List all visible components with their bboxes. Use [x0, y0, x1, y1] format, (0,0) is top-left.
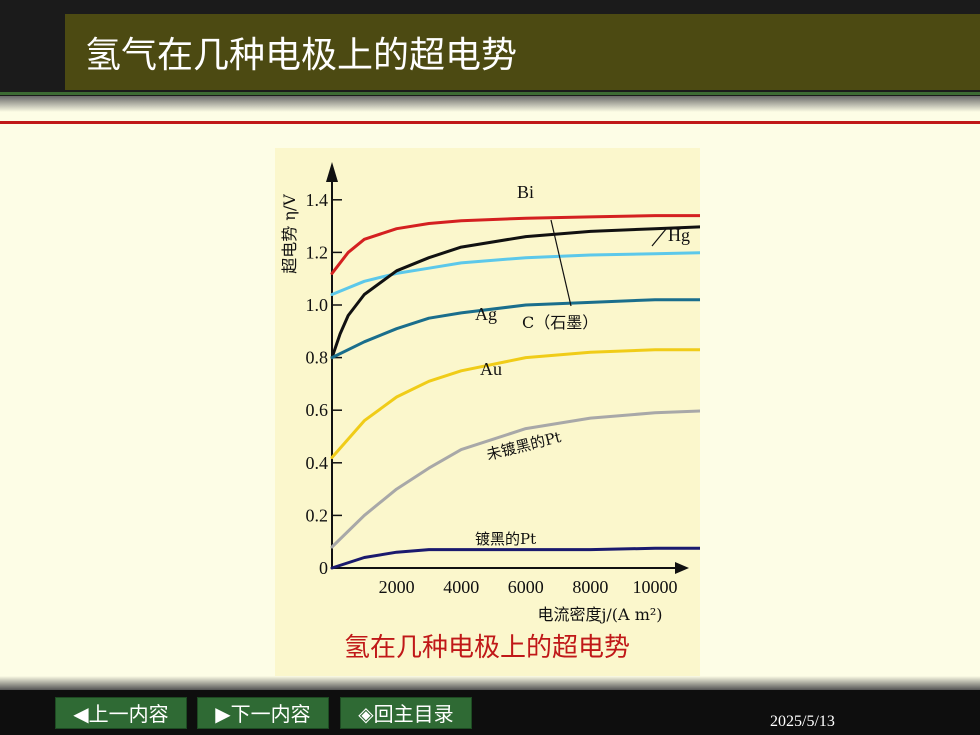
y-axis-label: 超电势 η/V [280, 194, 299, 274]
x-axis-label: 电流密度j/(A m²) [537, 605, 662, 624]
y-tick-label: 0.4 [306, 453, 329, 473]
series-label-ag: Ag [475, 304, 497, 324]
x-tick-label: 4000 [443, 577, 479, 597]
footer-shadow [0, 676, 980, 690]
x-tick-label: 6000 [508, 577, 544, 597]
chart-panel: 0 0.2 0.4 0.6 0.8 1.0 1.2 1.4 2000 4000 6000 8000 10… [275, 148, 700, 678]
series-line-c [330, 225, 700, 360]
series-label-c: C（石墨） [522, 313, 598, 332]
series-line-ag [330, 298, 700, 360]
hg-leader-line [651, 228, 667, 247]
prev-button[interactable]: ◀上一内容 [55, 697, 187, 729]
series-label-pt-bright: 未镀黑的Pt [485, 428, 563, 464]
slide-title: 氢气在几种电极上的超电势 [85, 35, 518, 76]
series-line-pt_bright [330, 409, 700, 549]
y-tick-label: 0.6 [306, 400, 329, 420]
x-tick-label: 8000 [572, 577, 608, 597]
slide-date: 2025/5/13 [770, 713, 835, 730]
next-button[interactable]: ▶下一内容 [197, 697, 329, 729]
y-tick-label: 1.0 [306, 295, 329, 315]
series-label-pt-black: 镀黑的Pt [475, 530, 536, 548]
x-axis-arrow [675, 562, 689, 574]
y-tick-label: 1.2 [306, 242, 329, 262]
series-line-au [330, 348, 700, 459]
series-label-bi: Bi [517, 182, 534, 202]
y-tick-label: 1.4 [306, 190, 329, 210]
series-line-hg [330, 251, 700, 296]
series-line-pt_black [330, 546, 700, 570]
red-divider [0, 121, 980, 124]
y-tick-label: 0 [319, 558, 328, 578]
series-line-bi [330, 214, 700, 275]
x-tick-label: 2000 [379, 577, 415, 597]
home-button[interactable]: ◈回主目录 [340, 697, 472, 729]
y-tick-label: 0.2 [306, 505, 329, 525]
x-tick-label: 10000 [633, 577, 678, 597]
series-label-au: Au [480, 359, 502, 379]
title-shadow [0, 96, 980, 112]
y-tick-label: 0.8 [306, 348, 329, 368]
series-label-hg: Hg [668, 225, 690, 245]
overpotential-chart: 0 0.2 0.4 0.6 0.8 1.0 1.2 1.4 2000 4000 6000 8000 10… [280, 162, 700, 663]
chart-title: 氢在几种电极上的超电势 [344, 633, 630, 663]
c-leader-line [550, 219, 572, 307]
title-underline [0, 92, 980, 95]
title-box: 氢气在几种电极上的超电势 [65, 14, 980, 90]
y-axis-arrow [326, 162, 338, 182]
